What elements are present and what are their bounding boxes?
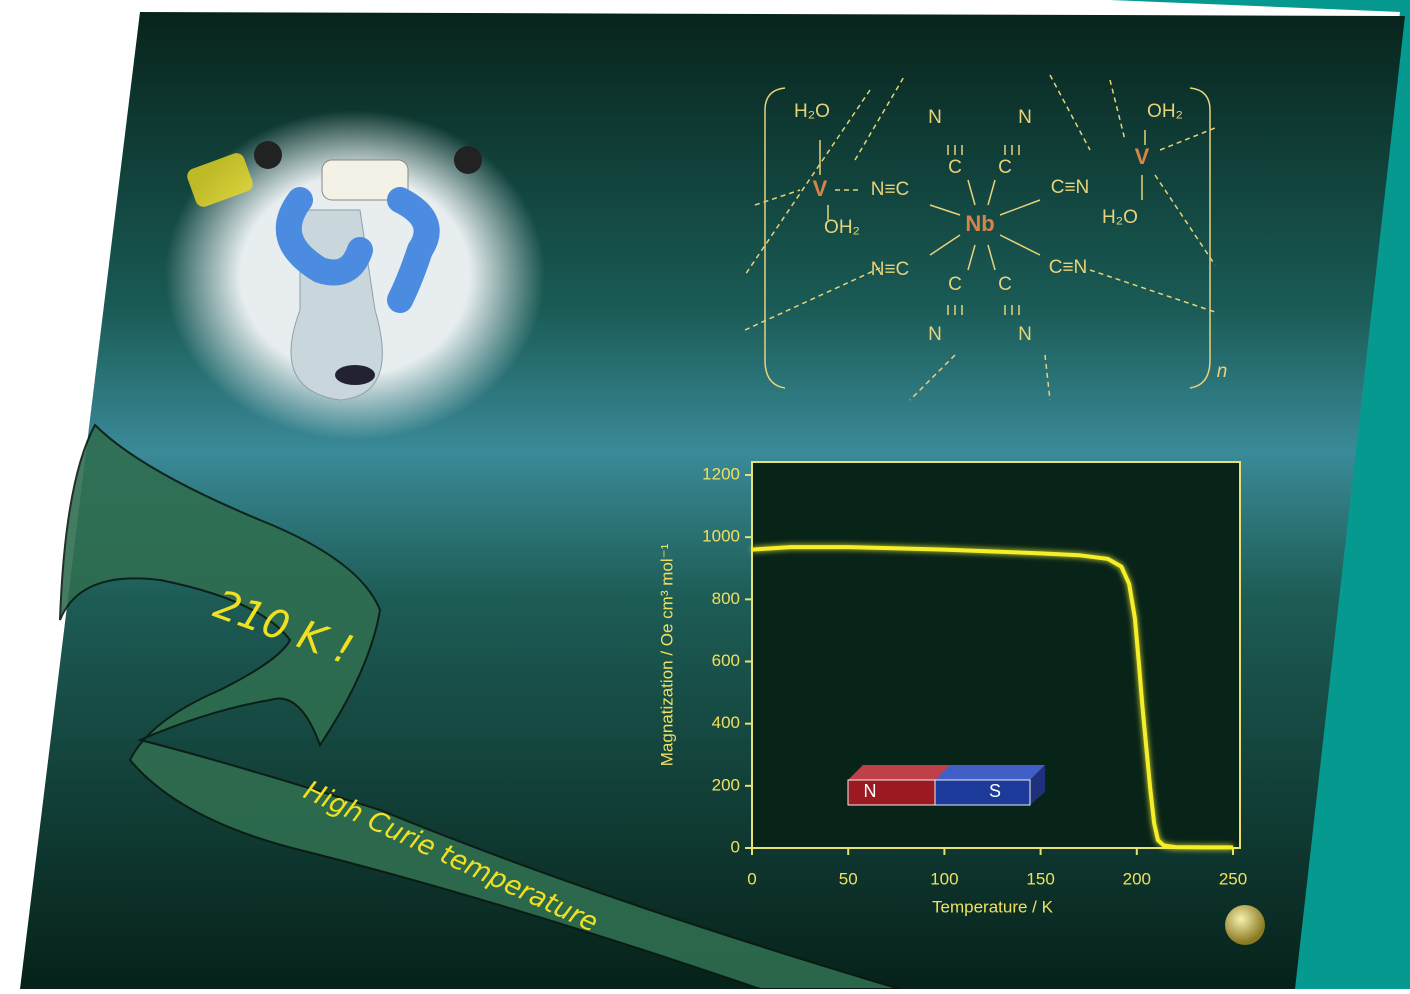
x-axis-label: Temperature / K bbox=[932, 897, 1054, 916]
magnet-north: N bbox=[864, 781, 877, 801]
structure-label: C≡N bbox=[1051, 177, 1090, 198]
structure-label: C bbox=[948, 157, 962, 178]
structure-label: N≡C bbox=[871, 259, 910, 280]
x-tick-label: 100 bbox=[930, 869, 958, 888]
y-tick-label: 800 bbox=[712, 589, 740, 608]
structure-label: N≡C bbox=[871, 179, 910, 200]
cover: 0 200 400 600 800 1000 1200 0 50 100 150 200 250 Temp… bbox=[0, 0, 1410, 989]
y-tick-label: 200 bbox=[712, 775, 740, 794]
structure-label: V bbox=[813, 176, 828, 201]
x-tick-label: 200 bbox=[1123, 869, 1151, 888]
structure-label: n bbox=[1217, 361, 1228, 382]
structure-label: N bbox=[928, 107, 942, 128]
structure-label: OH₂ bbox=[824, 217, 860, 238]
structure-label: OH₂ bbox=[1147, 101, 1183, 122]
structure-label: N bbox=[1018, 324, 1032, 345]
structure-label: H₂O bbox=[1102, 207, 1138, 228]
x-tick-label: 150 bbox=[1026, 869, 1054, 888]
y-axis-label: Magnatization / Oe cm³ mol⁻¹ bbox=[657, 543, 676, 766]
x-tick-label: 50 bbox=[839, 869, 858, 888]
structure-label: C bbox=[998, 157, 1012, 178]
sphere bbox=[1225, 905, 1265, 945]
structure-label: Nb bbox=[965, 211, 994, 236]
structure-label: C bbox=[948, 274, 962, 295]
y-tick-label: 1000 bbox=[702, 527, 740, 546]
y-tick-label: 0 bbox=[731, 837, 740, 856]
x-tick-label: 0 bbox=[747, 869, 756, 888]
y-tick-label: 1200 bbox=[702, 464, 740, 483]
structure-label: N bbox=[1018, 107, 1032, 128]
structure-label: C≡N bbox=[1049, 257, 1088, 278]
page: {"cover": {"exclamation": "210 K !", "ri… bbox=[0, 0, 1410, 989]
magnet: N S bbox=[848, 765, 1045, 805]
x-tick-label: 250 bbox=[1219, 869, 1247, 888]
structure-label: H₂O bbox=[794, 101, 830, 122]
magnet-south: S bbox=[989, 781, 1001, 801]
structure-label: C bbox=[998, 274, 1012, 295]
y-tick-label: 400 bbox=[712, 713, 740, 732]
structure-label: N bbox=[928, 324, 942, 345]
y-tick-label: 600 bbox=[712, 651, 740, 670]
structure-label: V bbox=[1135, 144, 1150, 169]
